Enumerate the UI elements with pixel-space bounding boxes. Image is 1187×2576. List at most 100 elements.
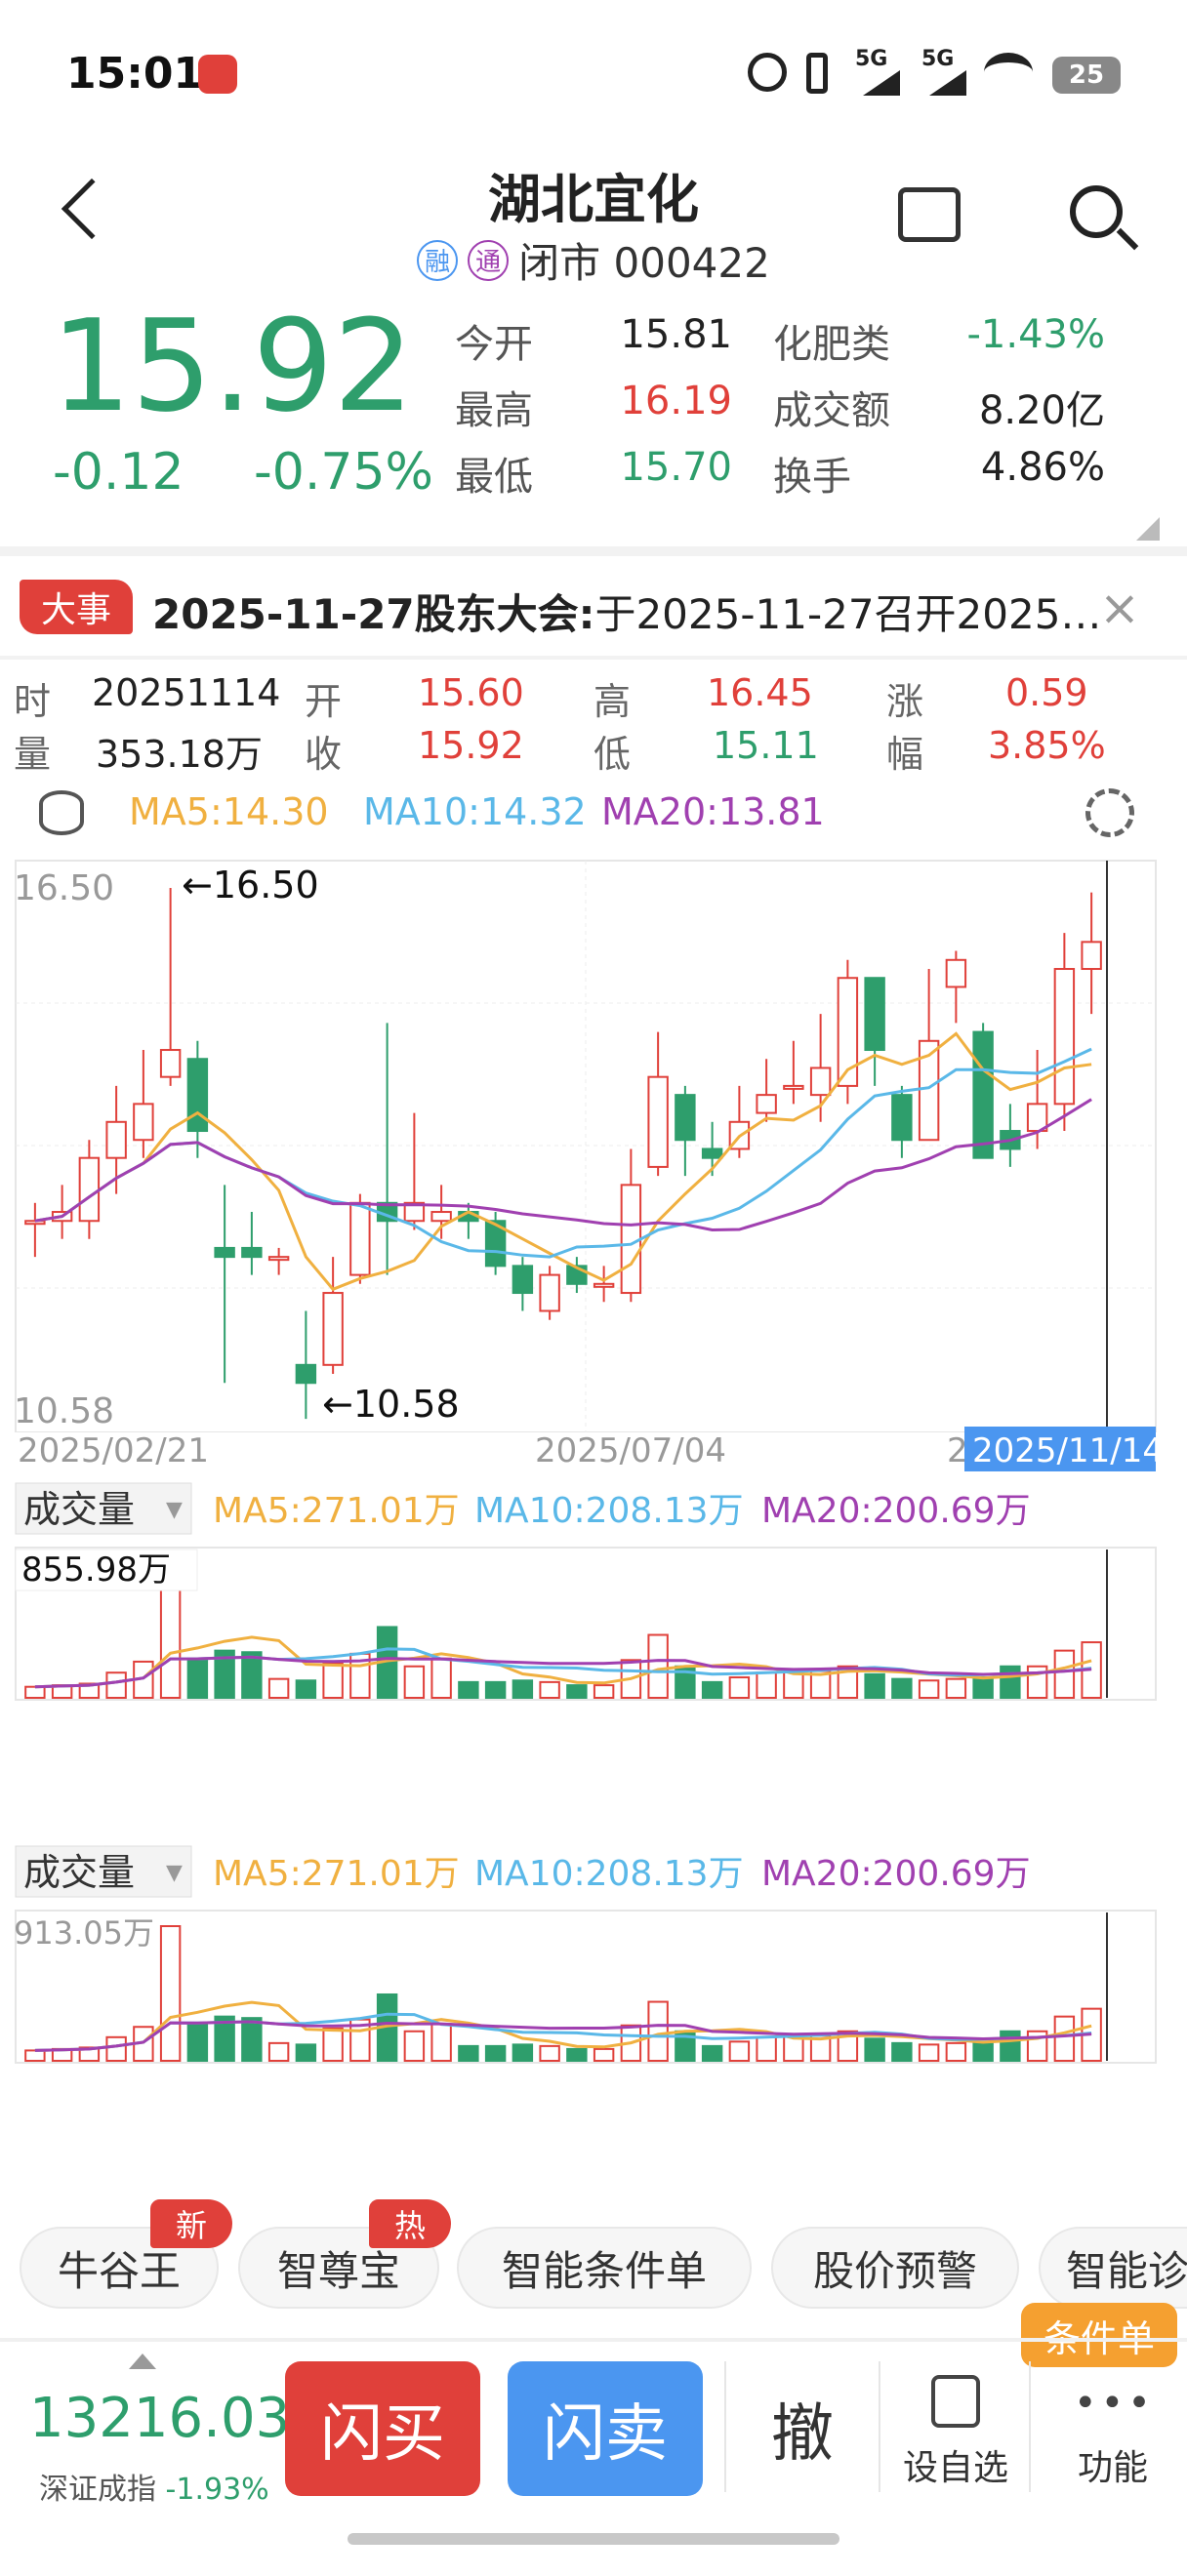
- candle: [701, 1147, 723, 1159]
- flash-sell-button[interactable]: 闪卖: [508, 2361, 703, 2496]
- volume-bar: [891, 1677, 913, 1700]
- volume-bar: [945, 1677, 967, 1700]
- volume-label: 量: [14, 733, 52, 776]
- vol1-frame: [15, 1547, 1157, 1701]
- kline-chart[interactable]: 16.50 10.58 ←16.50 ←10.58 2025/02/21 202…: [0, 847, 1187, 2223]
- vibrate-icon: [806, 53, 828, 94]
- candle: [295, 1363, 317, 1385]
- news-body: 于2025-11-27召开2025…: [594, 590, 1102, 638]
- volume-bar: [186, 1657, 209, 1700]
- sector-change: -1.43%: [966, 312, 1105, 357]
- y-min-label: 10.58: [14, 1391, 114, 1431]
- max-annotation: ←16.50: [182, 864, 319, 906]
- gear-icon[interactable]: [1085, 788, 1134, 837]
- x-label-end: 2: [947, 1431, 968, 1470]
- candle: [159, 1049, 182, 1078]
- share-icon[interactable]: [898, 187, 961, 242]
- tool-label: 智能诊: [1066, 2246, 1187, 2295]
- low-label: 最低: [455, 455, 533, 500]
- vol1-max-box: [15, 1549, 198, 1591]
- search-icon[interactable]: [1070, 185, 1123, 238]
- candle: [756, 1094, 777, 1114]
- index-name-text: 深证成指: [39, 2473, 156, 2507]
- stock-name: 湖北宜化: [488, 169, 699, 230]
- functions-label[interactable]: 功能: [1077, 2448, 1148, 2488]
- cursor-date-box: [964, 1427, 1156, 1471]
- dropdown-icon: ▼: [166, 1498, 183, 1522]
- database-icon[interactable]: [39, 790, 84, 835]
- add-watchlist-label[interactable]: 设自选: [902, 2448, 1008, 2488]
- rise-label: 涨: [886, 680, 924, 723]
- volume-bar: [322, 1662, 344, 1700]
- volume-bar: [701, 2044, 723, 2063]
- candle: [593, 1282, 615, 1288]
- news-divider: [0, 656, 1187, 660]
- cursor-date: 2025/11/14: [972, 1431, 1164, 1470]
- cancel-order-button[interactable]: 撤: [771, 2398, 834, 2471]
- volume-bar: [566, 1684, 588, 1699]
- candle: [945, 958, 967, 988]
- candle-info: 时 20251114 开 15.60 高 16.45 涨 0.59 量 353.…: [0, 664, 1187, 781]
- volume-bar: [864, 2037, 885, 2063]
- price-change: -0.12: [53, 443, 184, 502]
- turnover-rate-label: 换手: [773, 455, 851, 500]
- x-label-start: 2025/02/21: [18, 1431, 209, 1470]
- vol2-max-label: 913.05万: [14, 1914, 154, 1952]
- candle: [647, 1075, 669, 1168]
- volume-bar: [972, 2040, 994, 2062]
- volume-bar: [539, 1680, 560, 1699]
- amplitude-label: 幅: [886, 733, 924, 776]
- volume-bar: [891, 2041, 913, 2062]
- volume-selector-1[interactable]: [15, 1482, 192, 1535]
- sector-label[interactable]: 化肥类: [773, 322, 890, 367]
- volume-bar: [945, 2041, 967, 2062]
- stock-header: 湖北宜化 融 通 闭市 000422: [0, 146, 1187, 302]
- expand-up-icon[interactable]: [129, 2354, 156, 2369]
- turnover-amount-value: 8.20亿: [978, 388, 1105, 433]
- volume-bar: [1000, 1665, 1021, 1700]
- condition-order-bubble[interactable]: 条件单: [1021, 2303, 1177, 2367]
- ma20-value: MA20:13.81: [601, 790, 825, 833]
- candle: [322, 1292, 344, 1366]
- flash-buy-button[interactable]: 闪买: [285, 2361, 480, 2496]
- volume-bar: [430, 2023, 452, 2063]
- tool-smart-diagnosis[interactable]: 智能诊: [1039, 2227, 1187, 2309]
- connect-badge: 通: [468, 239, 510, 281]
- volume-bar: [864, 1672, 885, 1699]
- date-label: 时: [14, 680, 52, 723]
- index-name: 深证成指 -1.93%: [39, 2465, 269, 2508]
- tool-label: 牛谷王: [57, 2246, 181, 2295]
- candle: [918, 1039, 940, 1142]
- tool-zhizunbao[interactable]: 智尊宝: [238, 2227, 439, 2309]
- volume-bar: [322, 2027, 344, 2062]
- news-text: 2025-11-27股东大会:于2025-11-27召开2025…: [152, 582, 1109, 641]
- volume-bar: [295, 2043, 317, 2063]
- high-value: 16.19: [620, 379, 732, 423]
- volume-bar: [593, 2047, 615, 2062]
- low-value: 15.70: [620, 445, 732, 490]
- tool-smart-order[interactable]: 智能条件单: [457, 2227, 752, 2309]
- candle: [864, 977, 885, 1052]
- vol2-ma10: MA10:208.13万: [474, 1854, 744, 1894]
- news-bar[interactable]: 大事 2025-11-27股东大会:于2025-11-27召开2025… ×: [0, 570, 1187, 648]
- volume-bar: [105, 1671, 127, 1700]
- candle: [837, 977, 859, 1087]
- x-label-mid: 2025/07/04: [535, 1431, 726, 1470]
- footer-divider: [0, 2338, 1187, 2342]
- tool-price-alert[interactable]: 股价预警: [771, 2227, 1019, 2309]
- candle: [783, 1084, 804, 1090]
- expand-corner-icon[interactable]: [1136, 517, 1160, 541]
- close-icon[interactable]: ×: [1099, 580, 1140, 636]
- candle: [24, 1220, 46, 1226]
- index-value[interactable]: 13216.03: [29, 2387, 291, 2450]
- volume-bar: [295, 1679, 317, 1700]
- candle: [430, 1211, 452, 1223]
- turnover-rate-value: 4.86%: [980, 445, 1105, 490]
- clock: 15:01: [66, 49, 204, 99]
- footer-sep-3: [1029, 2361, 1031, 2492]
- volume-bar: [241, 2017, 263, 2063]
- wifi-icon: [984, 53, 1033, 92]
- vol2-ma5: MA5:271.01万: [213, 1854, 460, 1894]
- volume-selector-2[interactable]: [15, 1845, 192, 1898]
- volume-bar: [512, 2043, 534, 2063]
